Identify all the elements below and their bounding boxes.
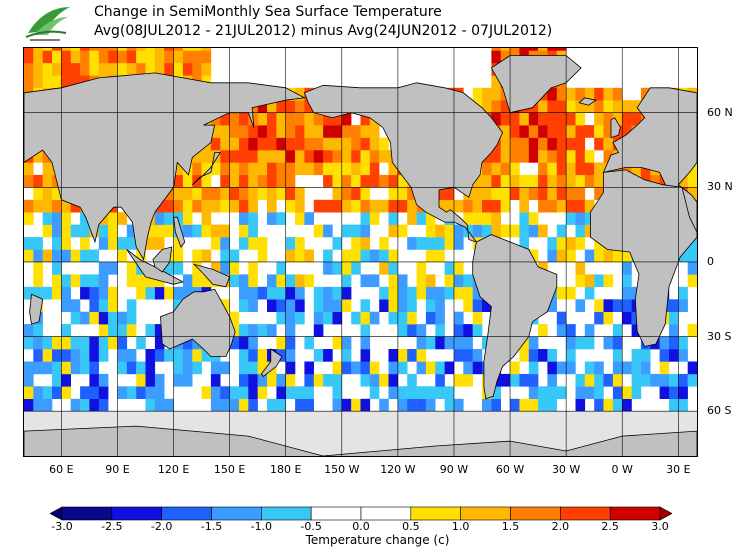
colorbar <box>50 506 672 521</box>
longitude-tick-label: 90 W <box>439 463 469 476</box>
land-madagascar <box>29 293 44 325</box>
land-new-guinea <box>192 263 231 288</box>
colorbar-tick-label: 3.0 <box>651 520 669 533</box>
colorbar-segment <box>310 506 362 521</box>
land-japan <box>192 152 222 186</box>
colorbar-tick-label: 2.5 <box>601 520 619 533</box>
land-philippines <box>173 216 186 248</box>
map-canvas <box>24 48 697 456</box>
colorbar-segment <box>460 506 511 521</box>
land-uk <box>610 117 621 139</box>
longitude-tick-label: 150 E <box>213 463 246 476</box>
longitude-tick-label: 180 E <box>269 463 302 476</box>
longitude-tick-label: 120 E <box>157 463 190 476</box>
colorbar-tick-label: 1.0 <box>451 520 470 533</box>
latitude-tick-label: 30 S <box>707 329 732 343</box>
noaa-logo-icon <box>25 7 70 41</box>
colorbar-under-arrow <box>50 506 63 521</box>
map-title: Change in SemiMonthly Sea Surface Temper… <box>94 4 442 20</box>
colorbar-title: Temperature change (c) <box>305 533 450 547</box>
colorbar-tick-label: -2.5 <box>101 520 123 533</box>
land-asia <box>24 72 306 261</box>
land-new-zealand <box>260 348 283 377</box>
longitude-tick-label: 150 W <box>324 463 360 476</box>
land-south-america <box>472 234 558 400</box>
land-australia <box>160 288 236 357</box>
land-africa <box>590 169 697 347</box>
sst-change-map <box>23 47 698 457</box>
graticule <box>24 48 697 456</box>
colorbar-segment <box>161 506 212 521</box>
colorbar-tick-label: -3.0 <box>51 520 73 533</box>
latitude-tick-label: 60 S <box>707 404 732 418</box>
colorbar-tick-label: -1.0 <box>250 520 273 533</box>
colorbar-segment <box>261 506 312 521</box>
map-subtitle: Avg(08JUL2012 - 21JUL2012) minus Avg(24J… <box>94 23 553 39</box>
latitude-tick-label: 30 N <box>707 180 733 194</box>
longitude-tick-label: 30 E <box>666 463 691 476</box>
colorbar-tick-label: 1.5 <box>501 520 520 533</box>
land-north-america <box>303 82 504 243</box>
longitude-tick-label: 0 W <box>611 463 633 476</box>
colorbar-segment <box>560 506 611 521</box>
latitude-tick-label: 0 <box>707 254 714 268</box>
land-masses <box>24 55 697 456</box>
colorbar-segment <box>609 506 661 521</box>
longitude-tick-label: 60 W <box>495 463 525 476</box>
longitude-tick-label: 90 E <box>105 463 130 476</box>
longitude-tick-label: 30 W <box>551 463 581 476</box>
colorbar-segment <box>410 506 461 521</box>
colorbar-segment <box>111 506 162 521</box>
land-greenland <box>490 55 582 114</box>
longitude-tick-label: 120 W <box>380 463 416 476</box>
colorbar-tick-label: 0.0 <box>352 520 370 533</box>
colorbar-tick-label: -1.5 <box>200 520 223 533</box>
colorbar-tick-label: -2.0 <box>150 520 173 533</box>
longitude-tick-label: 60 E <box>49 463 74 476</box>
colorbar-segment <box>360 506 412 521</box>
colorbar-tick-label: -0.5 <box>300 520 322 533</box>
colorbar-segment <box>61 506 113 521</box>
colorbar-tick-label: 0.5 <box>402 520 420 533</box>
colorbar-over-arrow <box>659 506 672 521</box>
latitude-tick-label: 60 N <box>707 105 733 119</box>
colorbar-segment <box>510 506 561 521</box>
colorbar-segment <box>211 506 262 521</box>
land-iceland <box>578 97 598 106</box>
colorbar-tick-label: 2.0 <box>551 520 570 533</box>
